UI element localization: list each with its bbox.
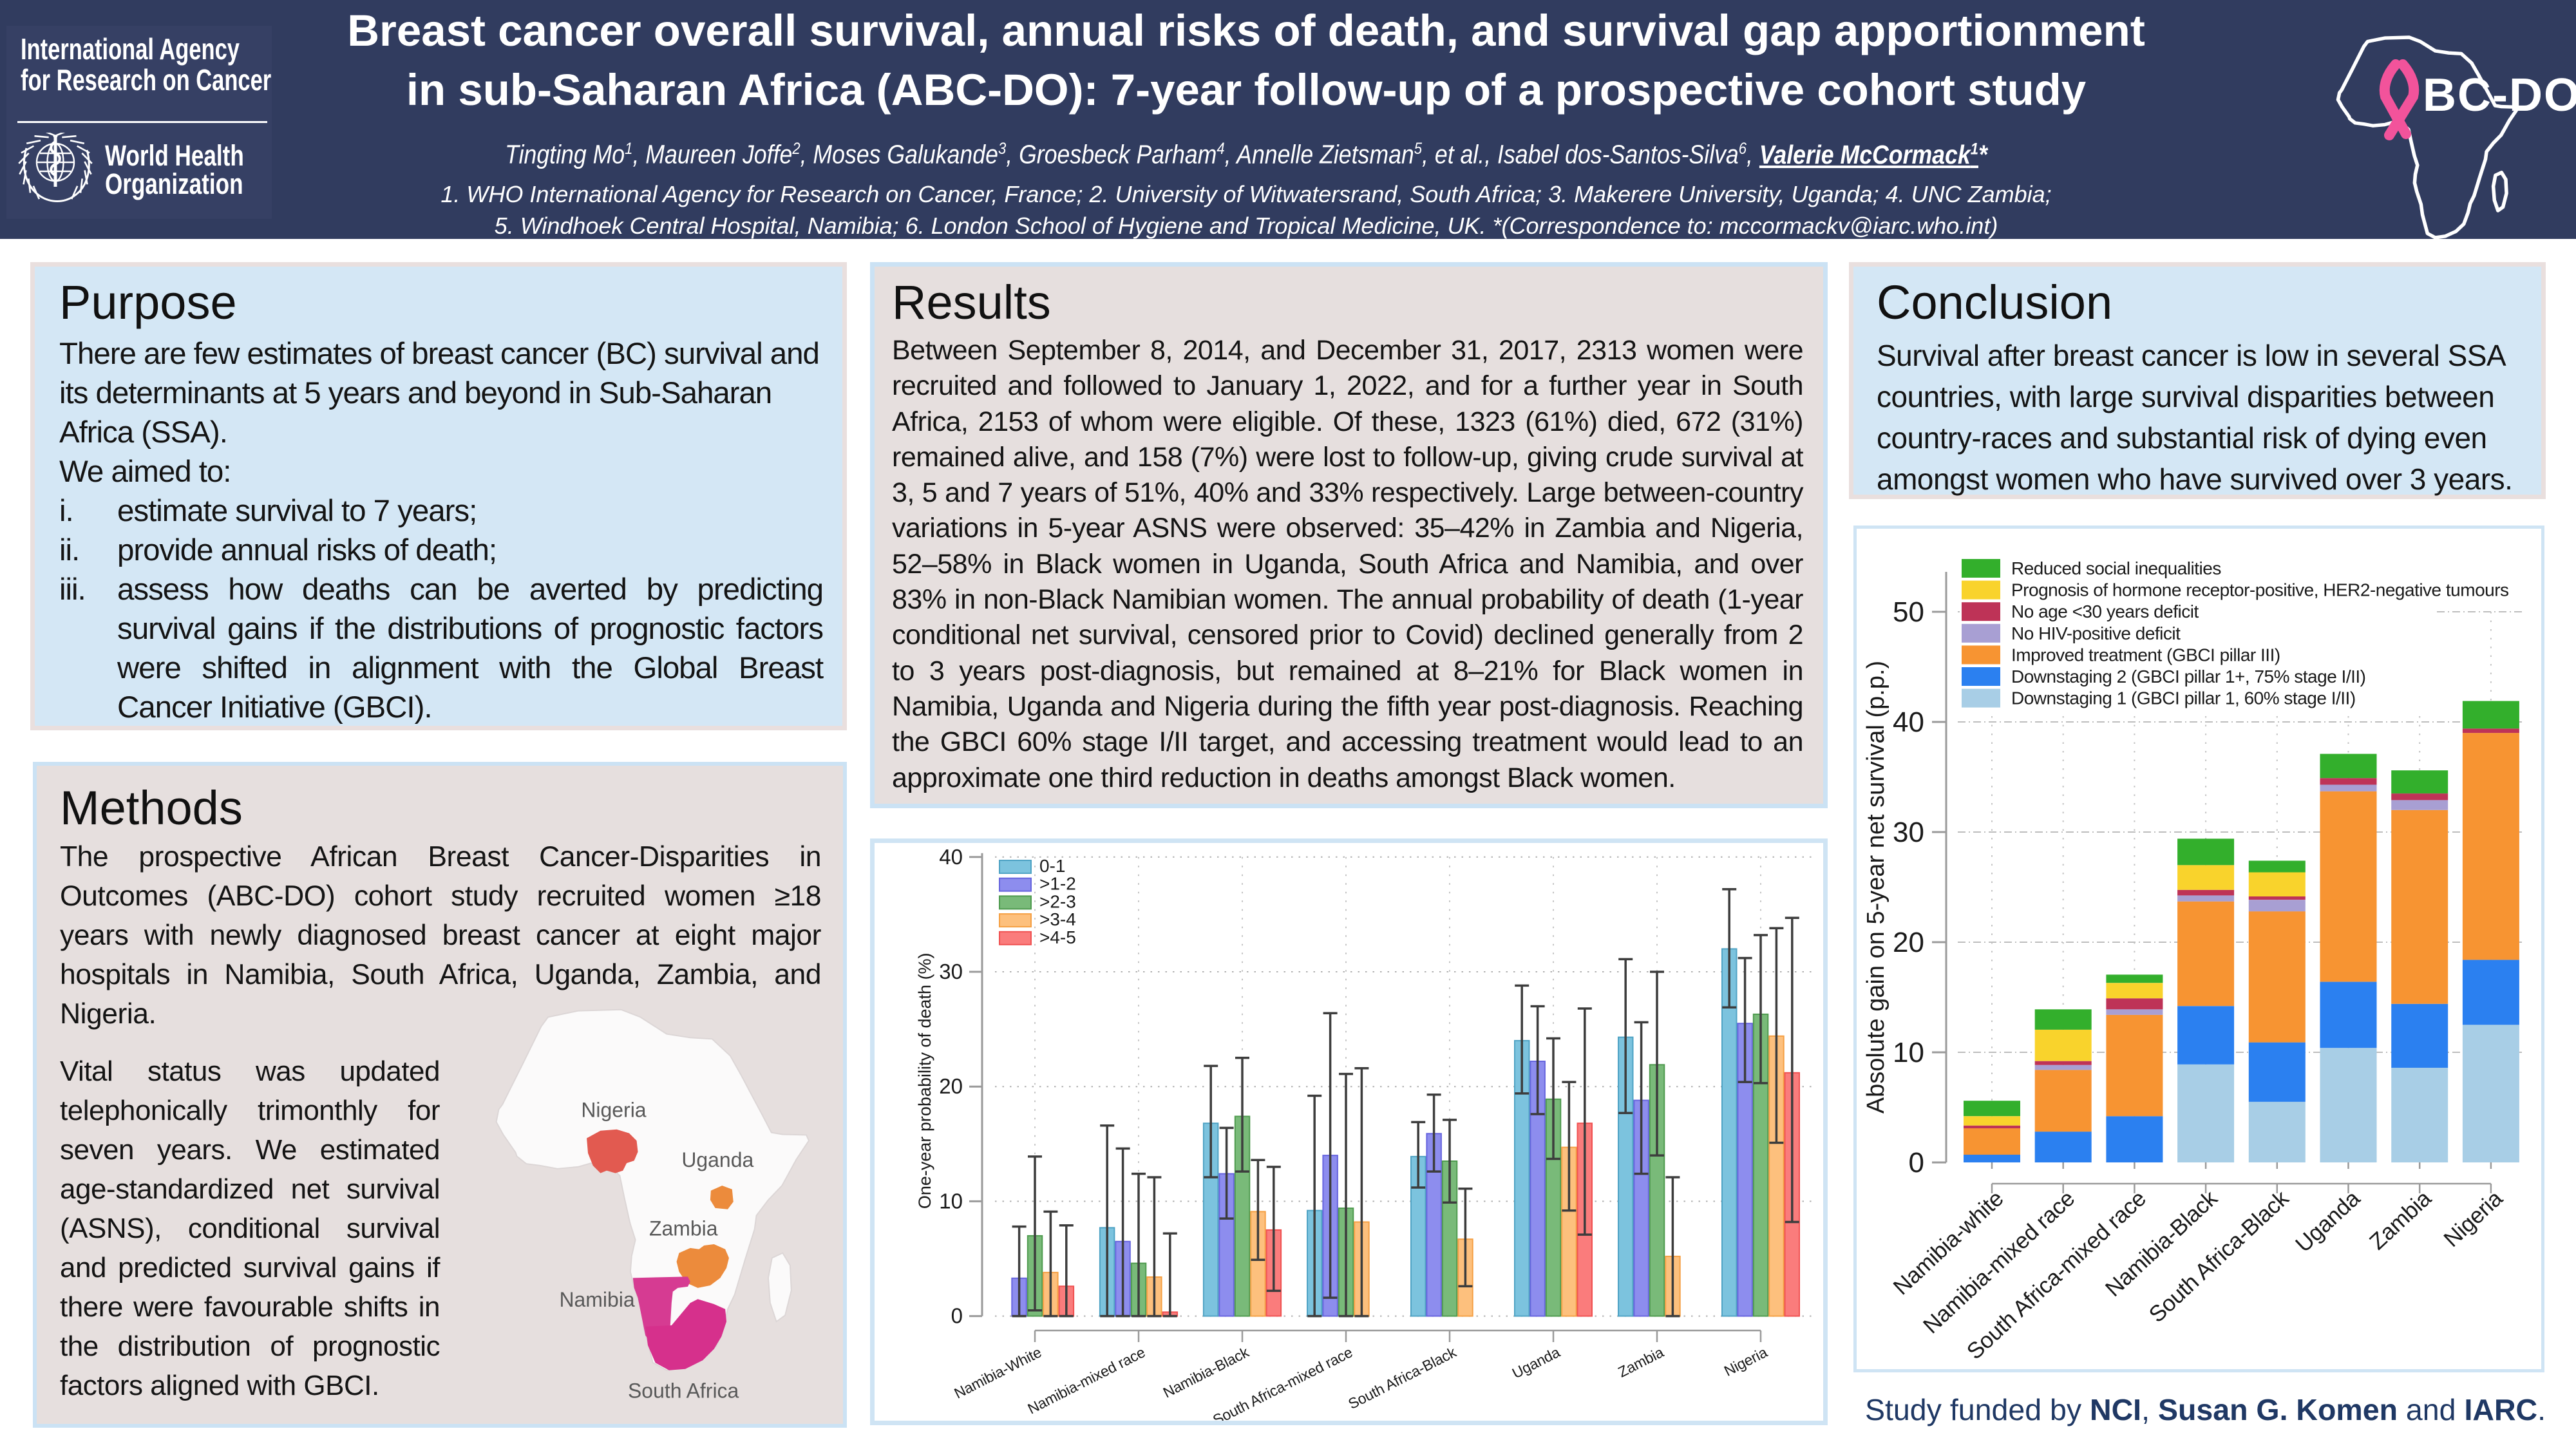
- svg-text:Nigeria: Nigeria: [1721, 1343, 1770, 1379]
- svg-text:South Africa-Black: South Africa-Black: [1345, 1343, 1459, 1412]
- svg-text:Downstaging 2 (GBCI pillar 1+,: Downstaging 2 (GBCI pillar 1+, 75% stage…: [2011, 667, 2366, 687]
- svg-text:Uganda: Uganda: [681, 1148, 753, 1171]
- svg-text:Namibia-Black: Namibia-Black: [1160, 1343, 1252, 1401]
- svg-text:Improved treatment (GBCI pilla: Improved treatment (GBCI pillar III): [2011, 645, 2280, 665]
- svg-text:>1-2: >1-2: [1039, 874, 1076, 894]
- svg-text:10: 10: [1893, 1037, 1924, 1068]
- svg-text:10: 10: [939, 1189, 963, 1213]
- svg-text:One-year probability of death: One-year probability of death (%): [915, 952, 934, 1209]
- svg-text:>2-3: >2-3: [1039, 891, 1076, 911]
- svg-text:0: 0: [1909, 1147, 1924, 1179]
- svg-text:Nigeria: Nigeria: [581, 1098, 646, 1121]
- svg-text:Uganda: Uganda: [1510, 1343, 1563, 1381]
- svg-text:>4-5: >4-5: [1039, 927, 1076, 947]
- svg-text:0-1: 0-1: [1039, 856, 1065, 876]
- svg-text:Reduced social inequalities: Reduced social inequalities: [2011, 558, 2221, 578]
- svg-text:BC-DO: BC-DO: [2423, 70, 2576, 121]
- svg-text:40: 40: [939, 845, 963, 869]
- svg-text:40: 40: [1893, 706, 1924, 738]
- svg-text:South Africa: South Africa: [628, 1379, 739, 1402]
- svg-text:Zambia: Zambia: [649, 1217, 718, 1240]
- svg-text:50: 50: [1893, 596, 1924, 628]
- svg-text:20: 20: [1893, 927, 1924, 958]
- svg-text:20: 20: [939, 1074, 963, 1098]
- svg-text:Namibia-mixed race: Namibia-mixed race: [1025, 1343, 1148, 1417]
- svg-text:0: 0: [951, 1304, 963, 1328]
- svg-text:No age <30 years deficit: No age <30 years deficit: [2011, 601, 2199, 621]
- svg-text:Prognosis of hormone receptor-: Prognosis of hormone receptor-positive, …: [2011, 580, 2509, 600]
- svg-text:30: 30: [939, 960, 963, 983]
- svg-text:Nigeria: Nigeria: [2439, 1186, 2508, 1252]
- svg-text:Uganda: Uganda: [2291, 1186, 2365, 1257]
- svg-text:Namibia-White: Namibia-White: [951, 1343, 1044, 1401]
- svg-text:Zambia: Zambia: [1615, 1343, 1666, 1381]
- svg-text:Absolute gain on 5-year net su: Absolute gain on 5-year net survival (p.…: [1862, 661, 1889, 1113]
- svg-text:No HIV-positive deficit: No HIV-positive deficit: [2011, 623, 2181, 643]
- svg-text:Zambia: Zambia: [2365, 1186, 2436, 1255]
- svg-text:Namibia: Namibia: [559, 1288, 634, 1311]
- svg-text:30: 30: [1893, 817, 1924, 848]
- svg-text:Downstaging 1 (GBCI pillar 1,: Downstaging 1 (GBCI pillar 1, 60% stage …: [2011, 688, 2356, 708]
- svg-text:>3-4: >3-4: [1039, 909, 1076, 929]
